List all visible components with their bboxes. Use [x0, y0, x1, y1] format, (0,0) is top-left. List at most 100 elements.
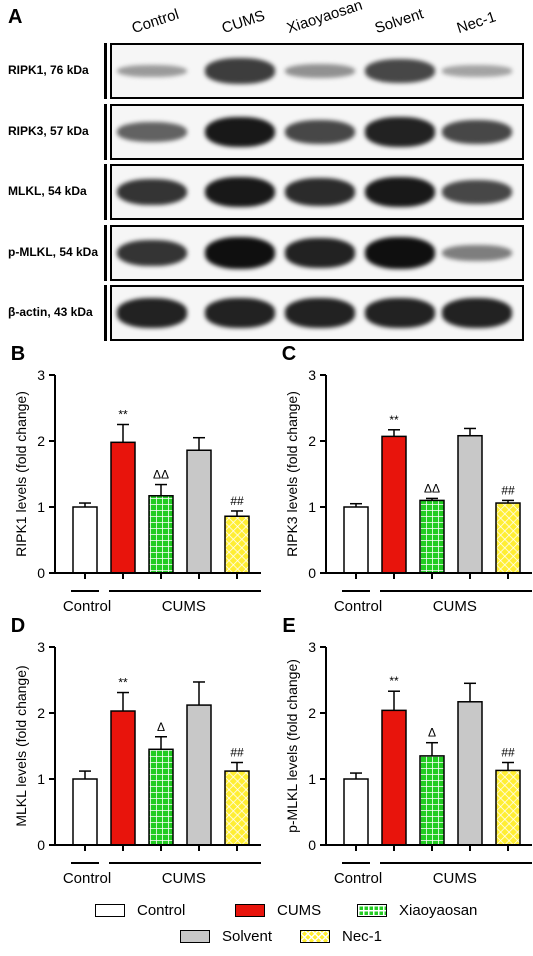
blot-row-divider [104, 43, 107, 99]
y-tick-label: 0 [37, 837, 45, 853]
significance-label: Δ [157, 720, 165, 734]
blot-row-label: β-actin, 43 kDa [8, 305, 93, 319]
group-label-control: Control [63, 870, 111, 887]
y-tick-label: 2 [37, 433, 45, 449]
group-label-control: Control [334, 598, 382, 615]
significance-label: Δ [428, 726, 436, 740]
y-axis-label: RIPK1 levels (fold change) [13, 391, 29, 557]
legend-swatch [95, 904, 125, 917]
panel-letter-a: A [8, 6, 23, 28]
legend-swatch [235, 904, 265, 917]
blot-membrane [110, 285, 524, 341]
y-tick-label: 2 [308, 433, 316, 449]
bar-cums [110, 441, 136, 574]
bar-nec-1 [224, 770, 250, 846]
blot-row-label: RIPK1, 76 kDa [8, 63, 89, 77]
legend-label: Xiaoyaosan [399, 902, 478, 919]
significance-label: ## [501, 746, 515, 760]
significance-label: ** [389, 413, 399, 427]
blot-band [442, 65, 512, 77]
blot-band [285, 238, 355, 268]
significance-label: ** [389, 674, 399, 688]
legend-label: CUMS [277, 902, 322, 919]
y-tick-label: 2 [308, 705, 316, 721]
bar-cums [110, 710, 136, 846]
blot-band [365, 298, 435, 328]
legend-label: Solvent [222, 928, 273, 945]
y-tick-label: 3 [308, 639, 316, 655]
legend-label: Nec-1 [342, 928, 383, 945]
bar-cums [381, 709, 407, 846]
y-tick-label: 1 [308, 499, 316, 515]
blot-band [205, 298, 275, 328]
blot-membrane [110, 104, 524, 160]
blot-band [285, 177, 355, 207]
blot-band [442, 244, 512, 262]
significance-label: ** [118, 676, 128, 690]
y-axis-label: MLKL levels (fold change) [13, 665, 29, 826]
bar-control [72, 506, 98, 574]
bar-solvent [457, 701, 483, 846]
legend-swatch [357, 904, 387, 917]
y-tick-label: 3 [37, 639, 45, 655]
blot-band [205, 116, 275, 148]
bar-control [343, 506, 369, 574]
blot-band [205, 237, 275, 269]
blot-row-label: p-MLKL, 54 kDa [8, 245, 99, 259]
blot-band [117, 121, 187, 143]
blot-row-divider [104, 225, 107, 281]
y-tick-label: 1 [37, 499, 45, 515]
significance-label: ## [230, 746, 244, 760]
blot-band [117, 178, 187, 206]
blot-row-divider [104, 104, 107, 160]
bar-nec-1 [495, 769, 521, 846]
bar-xiaoyaosan [148, 495, 174, 574]
group-label-cums: CUMS [433, 598, 477, 615]
blot-band [117, 239, 187, 267]
y-tick-label: 3 [37, 367, 45, 383]
significance-label: ΔΔ [424, 481, 440, 495]
y-axis-label: p-MLKL levels (fold change) [284, 659, 300, 833]
blot-membrane [110, 164, 524, 220]
bar-nec-1 [224, 515, 250, 574]
bar-solvent [186, 704, 212, 846]
y-tick-label: 1 [308, 771, 316, 787]
blot-row-label: RIPK3, 57 kDa [8, 124, 89, 138]
blot-band [442, 119, 512, 145]
legend-label: Control [137, 902, 186, 919]
panel-letter: E [282, 615, 295, 637]
group-label-control: Control [63, 598, 111, 615]
bar-nec-1 [495, 502, 521, 574]
bar-control [72, 778, 98, 846]
blot-row-divider [104, 164, 107, 220]
legend-swatch [300, 930, 330, 943]
blot-band [442, 179, 512, 205]
y-axis-label: RIPK3 levels (fold change) [284, 391, 300, 557]
blot-band [117, 64, 187, 78]
group-label-cums: CUMS [433, 870, 477, 887]
significance-label: ΔΔ [153, 468, 169, 482]
blot-band [205, 176, 275, 208]
bar-xiaoyaosan [419, 755, 445, 846]
bar-cums [381, 435, 407, 574]
blot-membrane [110, 225, 524, 281]
panel-letter: B [11, 343, 25, 365]
significance-label: ** [118, 408, 128, 422]
panel-letter: D [11, 615, 25, 637]
bar-solvent [186, 449, 212, 574]
group-label-cums: CUMS [162, 598, 206, 615]
blot-row-label: MLKL, 54 kDa [8, 184, 87, 198]
blot-band [285, 119, 355, 145]
y-tick-label: 1 [37, 771, 45, 787]
panel-letter: C [282, 343, 296, 365]
blot-band [365, 58, 435, 84]
group-label-control: Control [334, 870, 382, 887]
blot-row-divider [104, 285, 107, 341]
blot-band [285, 64, 355, 78]
significance-label: ## [230, 494, 244, 508]
legend-swatch [180, 930, 210, 943]
group-label-cums: CUMS [162, 870, 206, 887]
bar-solvent [457, 434, 483, 574]
y-tick-label: 3 [308, 367, 316, 383]
